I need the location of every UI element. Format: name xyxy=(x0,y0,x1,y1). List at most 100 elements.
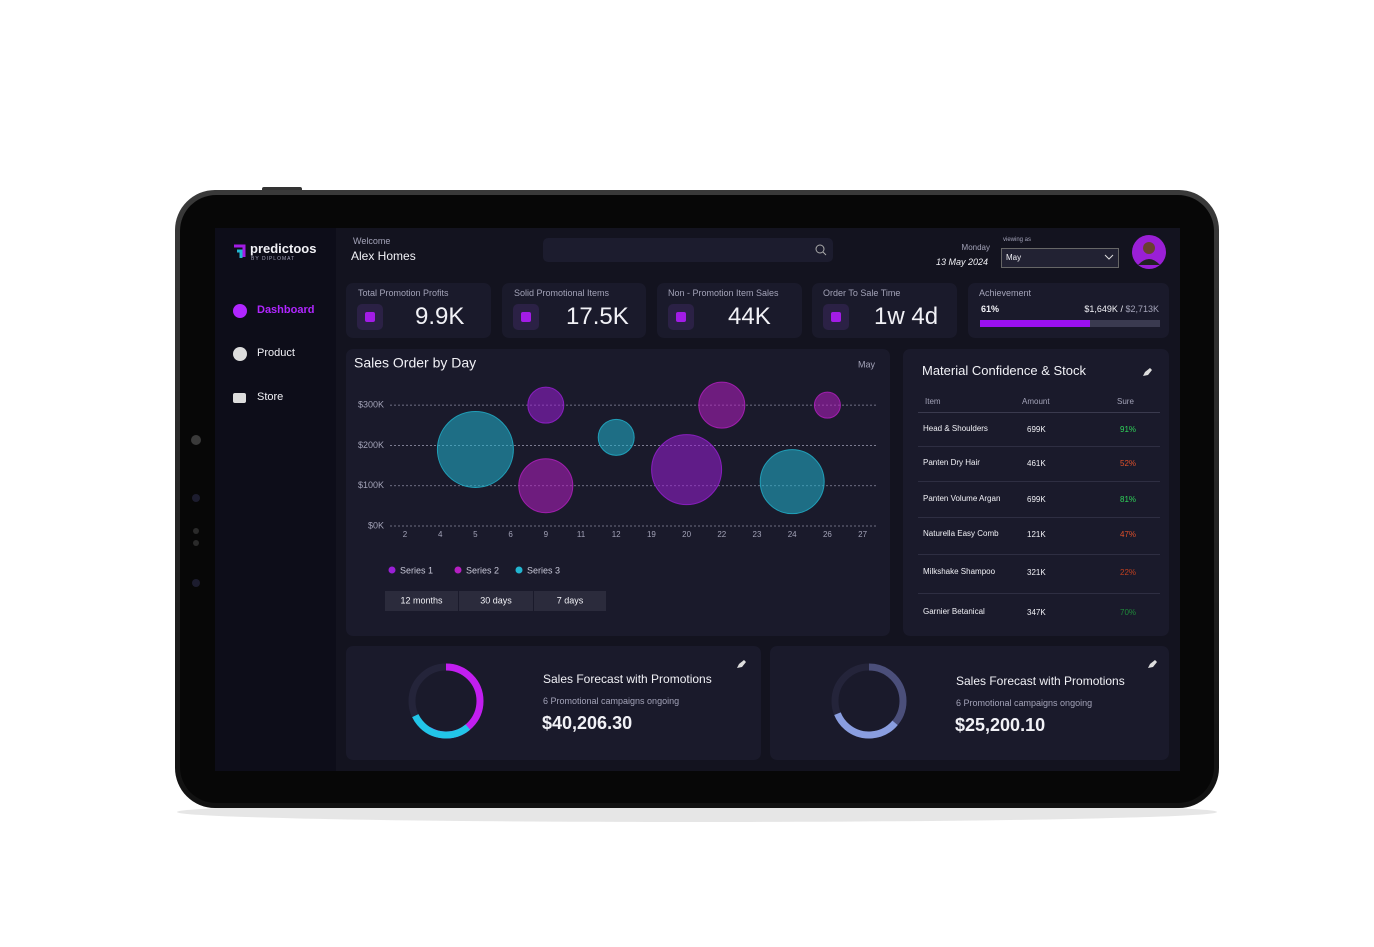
kpi-label: Non - Promotion Item Sales xyxy=(668,288,779,298)
legend-item[interactable]: Series 3 xyxy=(515,565,561,575)
kpi-icon xyxy=(513,304,539,330)
edit-icon[interactable] xyxy=(736,659,746,669)
x-tick-label: 26 xyxy=(823,530,832,539)
nav-label: Product xyxy=(257,347,295,359)
table-cell: Head & Shoulders xyxy=(923,424,988,433)
column-header: Sure xyxy=(1117,397,1134,406)
bubble xyxy=(527,386,565,424)
x-tick-label: 24 xyxy=(788,530,797,539)
kpi-label: Solid Promotional Items xyxy=(514,288,610,298)
kpi-label: Order To Sale Time xyxy=(823,288,901,298)
table-cell: 91% xyxy=(1120,425,1137,434)
bubble xyxy=(651,434,723,506)
range-button[interactable]: 7 days xyxy=(534,591,606,611)
x-tick-label: 23 xyxy=(753,530,762,539)
table-cell: 22% xyxy=(1120,568,1137,577)
x-tick-label: 27 xyxy=(858,530,867,539)
table-cell: 699K xyxy=(1027,425,1046,434)
table-cell: Panten Dry Hair xyxy=(923,458,980,467)
bubble xyxy=(436,410,514,488)
range-button[interactable]: 30 days xyxy=(459,591,533,611)
select-caret xyxy=(1104,254,1114,260)
period-filter[interactable]: May xyxy=(858,359,876,369)
x-tick-label: 5 xyxy=(473,530,478,539)
achievement-amount: $1,649K xyxy=(1084,304,1118,314)
progress-track xyxy=(980,320,1160,327)
forecast-card: Sales Forecast with Promotions 6 Promoti… xyxy=(770,646,1169,760)
bubble xyxy=(759,449,825,515)
header-divider xyxy=(918,412,1160,413)
column-header: Item xyxy=(925,397,941,406)
achievement-target: $2,713K xyxy=(1125,304,1159,314)
user-name: Alex Homes xyxy=(351,249,416,263)
x-tick-label: 20 xyxy=(682,530,691,539)
edit-icon[interactable] xyxy=(1142,367,1152,377)
table-cell: 81% xyxy=(1120,495,1137,504)
kpi-value: 44K xyxy=(728,303,771,330)
kpi-card: Order To Sale Time 1w 4d xyxy=(812,283,957,338)
range-button-label: 30 days xyxy=(480,595,512,605)
kpi-icon xyxy=(357,304,383,330)
row-divider xyxy=(918,517,1160,518)
range-button-bg xyxy=(385,591,458,611)
forecast-subtitle: 6 Promotional campaigns ongoing xyxy=(543,696,680,706)
y-tick-label: $100K xyxy=(358,480,384,490)
bubble xyxy=(597,418,635,456)
table-cell: 47% xyxy=(1120,530,1137,539)
table-cell: Garnier Betanical xyxy=(923,607,985,616)
avatar[interactable] xyxy=(1132,235,1166,269)
legend-item[interactable]: Series 1 xyxy=(388,565,434,575)
viewing-label: viewing as xyxy=(1003,237,1032,243)
table-cell: Panten Volume Argan xyxy=(923,494,1001,503)
nav-icon xyxy=(233,304,247,318)
kpi-icon xyxy=(668,304,694,330)
table-card: Material Confidence & Stock Item Amount Su… xyxy=(903,349,1169,636)
forecast-amount: $25,200.10 xyxy=(955,715,1046,735)
legend-item[interactable]: Series 2 xyxy=(454,565,500,575)
search-icon xyxy=(815,244,827,256)
y-tick-label: $0K xyxy=(368,520,384,530)
donut xyxy=(408,663,484,739)
table: Item Amount Sure Head & Shoulders 699K 91% Pan… xyxy=(903,349,1169,636)
kpi-value: 17.5K xyxy=(566,303,629,330)
x-tick-label: 6 xyxy=(508,530,513,539)
chart-title: Sales Order by Day xyxy=(354,355,476,371)
legend-label: Series 1 xyxy=(400,565,433,575)
legend-label: Series 3 xyxy=(527,565,560,575)
weekday: Monday xyxy=(961,243,990,252)
forecast-amount: $40,206.30 xyxy=(542,713,633,733)
edit-icon[interactable] xyxy=(1147,659,1157,669)
range-button-bg xyxy=(534,591,606,611)
kpi-value: 1w 4d xyxy=(874,303,939,330)
forecast-card: Sales Forecast with Promotions 6 Promoti… xyxy=(346,646,761,760)
row-divider xyxy=(918,481,1160,482)
brand-tagline: BY DIPLOMAT xyxy=(251,256,296,262)
table-cell: 121K xyxy=(1027,530,1046,539)
range-button-label: 7 days xyxy=(557,595,584,605)
range-button[interactable]: 12 months xyxy=(385,591,458,611)
x-tick-label: 4 xyxy=(438,530,443,539)
column-header: Amount xyxy=(1022,397,1050,406)
table-cell: Milkshake Shampoo xyxy=(923,567,996,576)
brand-name: predictoos xyxy=(250,241,317,256)
kpi-label: Total Promotion Profits xyxy=(358,288,449,298)
achievement-percent: 61% xyxy=(981,304,1000,314)
row-divider xyxy=(918,593,1160,594)
x-tick-label: 11 xyxy=(577,530,586,539)
logo-mark xyxy=(234,244,246,258)
nav-label: Store xyxy=(257,391,284,403)
legend-label: Series 2 xyxy=(466,565,499,575)
chart: Sales Order by Day May $0K $100K $200K $300… xyxy=(354,355,876,611)
row-divider xyxy=(918,446,1160,447)
kpi-card: Total Promotion Profits 9.9K xyxy=(346,283,491,338)
table-cell: 461K xyxy=(1027,459,1046,468)
table-cell: 699K xyxy=(1027,495,1046,504)
viewing-select[interactable]: May xyxy=(1001,248,1119,268)
forecast-title: Sales Forecast with Promotions xyxy=(543,672,712,686)
table-cell: 70% xyxy=(1120,608,1137,617)
x-tick-label: 19 xyxy=(647,530,656,539)
table-cell: 347K xyxy=(1027,608,1046,617)
search-bar[interactable] xyxy=(543,238,833,262)
forecast-title: Sales Forecast with Promotions xyxy=(956,674,1125,688)
table-cell: Naturella Easy Comb xyxy=(923,529,999,538)
